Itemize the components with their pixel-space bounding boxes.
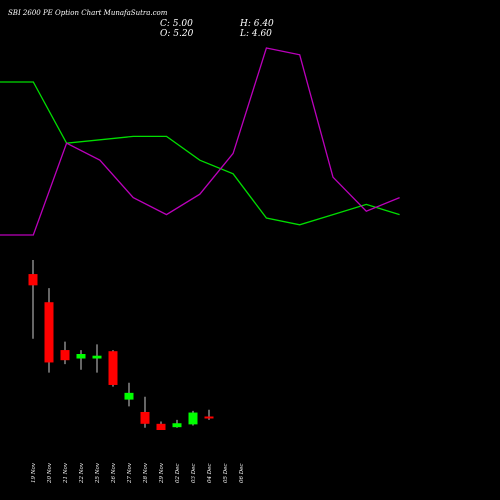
date-label: 20 Nov (47, 462, 53, 484)
date-label: 02 Dec (175, 464, 181, 484)
candle-body (28, 274, 38, 286)
candle-body (92, 355, 102, 359)
candle (28, 260, 38, 339)
high-value: H: 6.40 (239, 19, 274, 29)
candle-body (44, 302, 54, 363)
open-value: O: 5.20 (160, 29, 194, 39)
candle-body (108, 351, 118, 385)
chart-title: SBI 2600 PE Option Chart MunafaSutra.com (8, 9, 168, 17)
date-label: 04 Dec (207, 464, 213, 484)
date-label: 25 Nov (95, 462, 101, 484)
candle-body (156, 423, 166, 430)
date-label: 05 Dec (223, 464, 229, 484)
candle (156, 421, 166, 430)
candle-body (60, 350, 70, 361)
date-label: 27 Nov (127, 462, 133, 484)
date-label: 26 Nov (111, 462, 117, 484)
date-label: 19 Nov (31, 462, 37, 483)
candle (76, 350, 86, 370)
candle (92, 344, 102, 373)
date-label: 28 Nov (143, 462, 149, 484)
candle-body (172, 423, 182, 428)
date-label: 06 Dec (239, 464, 245, 484)
candle (172, 419, 182, 428)
candle (204, 409, 214, 420)
candle-body (76, 354, 86, 359)
date-axis: 19 Nov 20 Nov 21 Nov 22 Nov 25 Nov 26 Nov 27 N… (31, 462, 245, 484)
magenta-line (0, 47, 400, 236)
date-label: 29 Nov (159, 462, 165, 484)
candle-body (124, 392, 134, 400)
indicator-lines (0, 47, 400, 236)
candle-body (140, 411, 150, 424)
candle (60, 341, 70, 365)
candle-body (188, 412, 198, 425)
candles (28, 260, 214, 430)
candle (124, 382, 134, 407)
date-label: 21 Nov (63, 462, 69, 484)
candle (188, 410, 198, 426)
low-value: L: 4.60 (239, 29, 272, 39)
candle (44, 288, 54, 373)
candle-body (204, 416, 214, 419)
close-value: C: 5.00 (160, 19, 193, 29)
date-label: 03 Dec (191, 464, 197, 484)
date-label: 22 Nov (79, 462, 85, 484)
candle (140, 396, 150, 428)
candle (108, 350, 118, 387)
